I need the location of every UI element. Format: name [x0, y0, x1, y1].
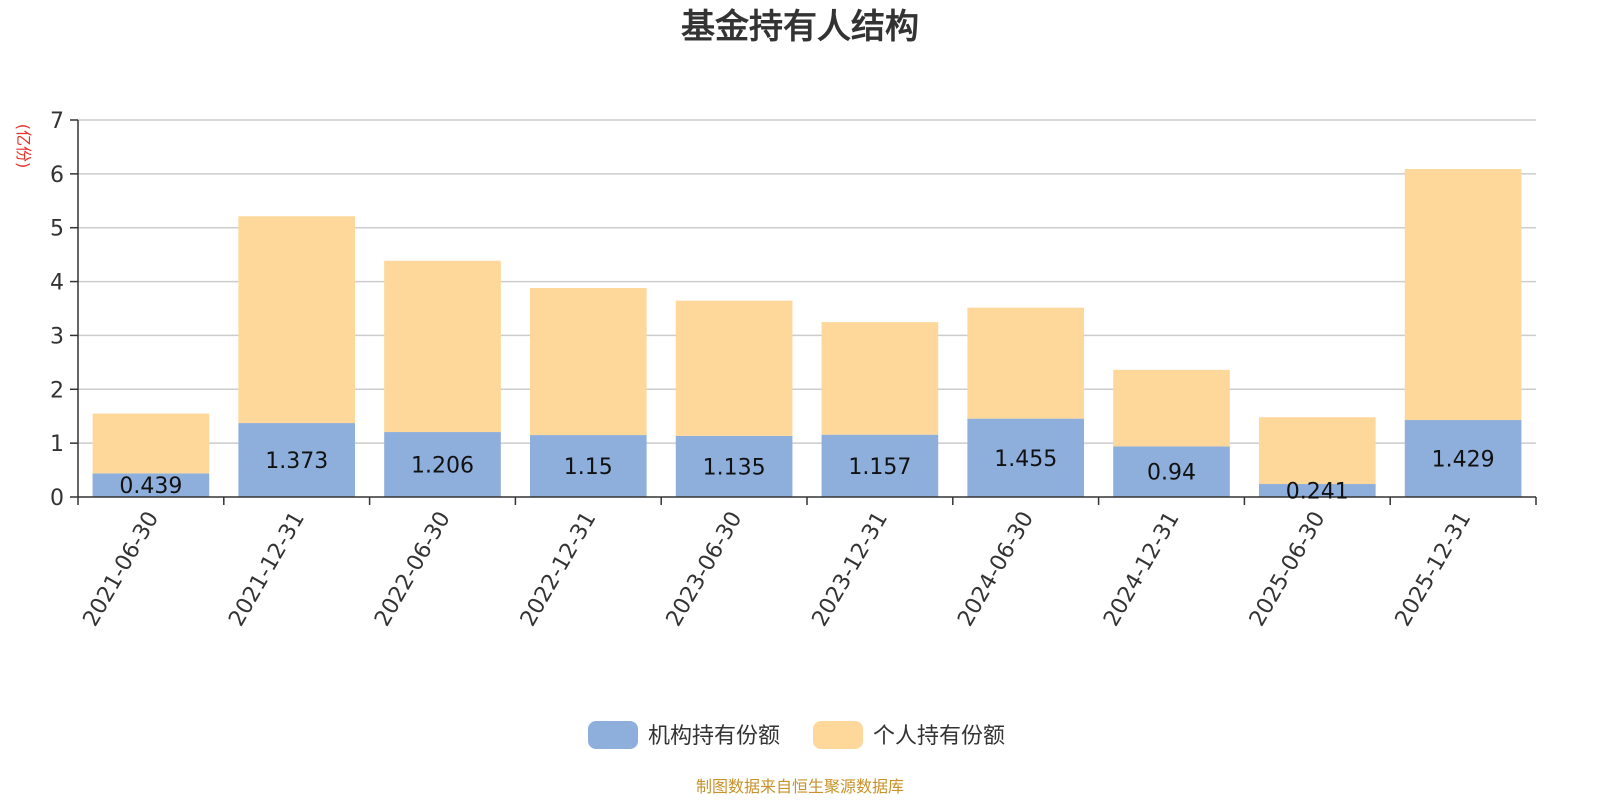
bar-individual — [821, 322, 939, 435]
x-tick-label: 2023-12-31 — [808, 508, 894, 631]
bar-institutional — [92, 473, 210, 497]
data-label: 1.157 — [848, 455, 911, 480]
bar-individual — [238, 216, 356, 424]
x-tick-label: 2023-06-30 — [662, 508, 748, 631]
bar-individual — [92, 413, 210, 474]
data-label: 1.206 — [411, 454, 474, 479]
bar-institutional — [384, 432, 501, 497]
x-tick-label: 2025-12-31 — [1391, 508, 1477, 631]
legend-swatch-institutional — [588, 721, 638, 749]
bar-individual — [1258, 417, 1376, 485]
y-tick-label: 2 — [50, 378, 64, 403]
bar-institutional — [1113, 446, 1230, 497]
y-tick-label: 6 — [50, 163, 64, 188]
y-tick-label: 0 — [50, 486, 64, 511]
bar-institutional — [529, 435, 647, 497]
y-axis-unit-label: (亿份) — [14, 124, 33, 169]
data-label: 0.241 — [1286, 480, 1349, 505]
x-tick-label: 2022-06-30 — [370, 508, 456, 631]
data-labels: 0.439 1.373 1.206 1.15 1.135 1.157 1.455 0.94 0.… — [119, 447, 1494, 505]
bar-individual — [529, 288, 647, 436]
x-tick-label: 2024-12-31 — [1099, 508, 1185, 631]
data-label: 1.373 — [265, 449, 328, 474]
bar-institutional — [1258, 484, 1376, 497]
legend: 机构持有份额 个人持有份额 — [588, 721, 1005, 749]
x-tick-label: 2024-06-30 — [953, 508, 1039, 631]
x-tick-label: 2021-12-31 — [224, 508, 310, 631]
y-tick-label: 1 — [50, 432, 64, 457]
bar-individual — [967, 307, 1085, 419]
bar-institutional — [1404, 420, 1522, 497]
data-label: 1.429 — [1432, 448, 1495, 473]
bar-institutional — [967, 418, 1085, 497]
data-label: 1.15 — [564, 455, 613, 480]
data-label: 0.94 — [1147, 461, 1196, 486]
bar-individual — [1113, 369, 1230, 447]
bars — [92, 169, 1522, 497]
data-label: 1.135 — [703, 455, 766, 480]
source-note: 制图数据来自恒生聚源数据库 — [696, 777, 904, 796]
y-tick-label: 5 — [50, 217, 64, 242]
chart-title: 基金持有人结构 — [681, 7, 919, 47]
bar-institutional — [821, 434, 939, 497]
x-tick-label: 2021-06-30 — [79, 508, 165, 631]
y-tick-label: 7 — [50, 109, 64, 134]
legend-label-individual: 个人持有份额 — [873, 724, 1005, 749]
bar-individual — [384, 260, 501, 433]
legend-label-institutional: 机构持有份额 — [648, 724, 780, 749]
y-tick-label: 3 — [50, 324, 64, 349]
bar-individual — [1404, 169, 1522, 421]
bar-individual — [675, 300, 793, 436]
x-tick-label: 2022-12-31 — [516, 508, 602, 631]
y-tick-label: 4 — [50, 271, 64, 296]
legend-swatch-individual — [813, 721, 863, 749]
data-label: 0.439 — [119, 474, 182, 499]
bar-institutional — [675, 435, 793, 497]
x-tick-label: 2025-06-30 — [1245, 508, 1331, 631]
bar-institutional — [238, 423, 356, 497]
data-label: 1.455 — [994, 447, 1057, 472]
